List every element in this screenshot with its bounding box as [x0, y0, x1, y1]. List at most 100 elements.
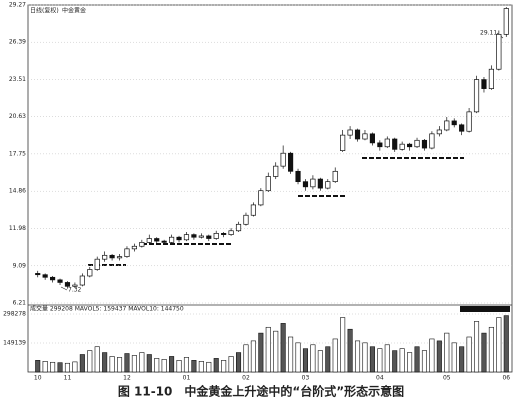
- candle-body: [407, 143, 413, 148]
- volume-bar: [50, 361, 56, 373]
- volume-bar: [481, 332, 487, 373]
- candle-body: [332, 170, 338, 183]
- volume-bar: [228, 356, 234, 373]
- volume-bar: [399, 348, 405, 373]
- x-tick-label: 11: [64, 375, 72, 382]
- candle-body: [414, 139, 420, 148]
- volume-bar: [459, 346, 465, 373]
- volume-bar: [354, 340, 361, 373]
- candle-body: [64, 282, 71, 287]
- candle-body: [169, 236, 175, 243]
- volume-bar: [109, 356, 115, 373]
- volume-bar: [221, 360, 227, 373]
- y2-tick-label: 298278: [3, 311, 26, 318]
- x-tick-label: 10: [34, 375, 42, 382]
- y-tick-label: 26.39: [9, 39, 26, 46]
- volume-bar: [79, 354, 85, 373]
- candle-body: [183, 234, 190, 241]
- volume-bar: [392, 350, 398, 373]
- volume-bar: [288, 336, 294, 373]
- candle-body: [161, 240, 167, 243]
- candle-body: [503, 8, 509, 35]
- annotation: 7.32: [68, 287, 82, 294]
- candle-body: [139, 242, 145, 247]
- candle-body: [42, 274, 48, 278]
- y-tick-label: 20.63: [9, 113, 26, 120]
- volume-bar: [87, 350, 93, 373]
- volume-bar: [488, 326, 494, 373]
- candle-body: [340, 134, 346, 151]
- volume-bar: [325, 346, 331, 373]
- candle-body: [265, 176, 271, 192]
- volume-bar: [35, 360, 41, 373]
- candle-body: [280, 152, 286, 167]
- candle-body: [392, 138, 398, 150]
- candle-body: [258, 190, 264, 206]
- volume-bar: [183, 357, 190, 373]
- candle-body: [206, 235, 212, 239]
- candle-body: [235, 223, 242, 232]
- volume-bar: [139, 352, 145, 373]
- volume-bar: [407, 352, 413, 373]
- candle-body: [421, 139, 428, 149]
- volume-bar: [496, 317, 502, 373]
- candle-body: [191, 234, 197, 238]
- chart-subtitle: 中金黄金: [62, 7, 86, 15]
- candle-body: [146, 238, 152, 243]
- volume-bar: [444, 332, 450, 373]
- step-lines: [88, 157, 464, 266]
- volume-bar: [117, 357, 123, 373]
- candle-body: [213, 232, 219, 239]
- volume-bar: [131, 355, 137, 373]
- volume-bar: [466, 336, 472, 373]
- candle-body: [273, 165, 279, 177]
- y-tick-label: 9.09: [13, 262, 27, 269]
- x-tick-label: 01: [183, 375, 191, 382]
- annotation: 29.11: [480, 30, 497, 37]
- candle-body: [109, 254, 115, 259]
- volume-bar: [250, 340, 256, 373]
- y2-tick-label: 149139: [3, 340, 26, 347]
- volume-bar: [243, 344, 249, 373]
- volume-bar: [146, 354, 152, 373]
- volume-bar: [414, 346, 420, 373]
- volume-bar: [317, 350, 323, 373]
- volume-bar: [503, 315, 509, 373]
- volume-bar: [102, 352, 108, 373]
- candle-body: [302, 181, 309, 188]
- candle-body: [429, 133, 435, 149]
- y-tick-label: 29.27: [9, 2, 26, 9]
- volume-title: 成交量 299208 MAVOL5: 159437 MAVOL10: 14475…: [30, 305, 184, 313]
- volume-bar: [369, 346, 375, 373]
- y-tick-label: 17.75: [9, 150, 26, 157]
- candle-body: [481, 79, 487, 89]
- x-tick-label: 04: [376, 375, 384, 382]
- candle-body: [466, 111, 472, 132]
- volume-bar: [191, 360, 197, 373]
- candle-body: [444, 120, 450, 131]
- candle-body: [116, 256, 123, 259]
- candle-body: [124, 248, 130, 257]
- candle-body: [35, 273, 41, 276]
- candle-body: [317, 178, 323, 189]
- candle-body: [102, 254, 108, 260]
- volume-bar: [332, 338, 338, 373]
- candle-body: [250, 204, 256, 216]
- volume-bar: [213, 358, 219, 373]
- volume-bar: [94, 346, 100, 373]
- y-tick-label: 23.51: [9, 76, 26, 83]
- y-tick-label: 14.86: [9, 188, 26, 195]
- candle-body: [243, 214, 249, 225]
- x-tick-label: 03: [302, 375, 310, 382]
- candle-body: [354, 129, 361, 140]
- candle-body: [488, 68, 494, 89]
- candle-body: [131, 245, 137, 250]
- candle-body: [154, 238, 160, 242]
- candle-body: [347, 129, 353, 136]
- candle-body: [473, 79, 480, 113]
- candle-body: [295, 170, 301, 183]
- candle-body: [57, 279, 63, 283]
- volume-badge: [460, 306, 510, 312]
